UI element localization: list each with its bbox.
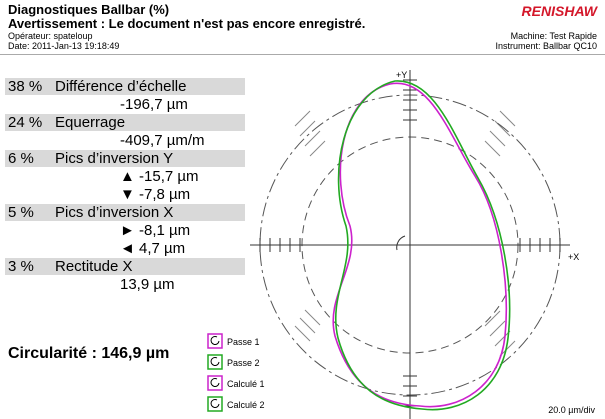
legend-label: Passe 1 [227, 337, 260, 347]
instrument: Instrument: Ballbar QC10 [495, 41, 597, 51]
item-value: ◄ 4,7 µm [120, 240, 186, 257]
legend-icon [207, 333, 223, 349]
title: Diagnostiques Ballbar (%) [8, 2, 170, 17]
item-name: Rectitude X [55, 258, 133, 275]
item-header: 24 % Equerrage [5, 114, 245, 131]
legend-label: Passe 2 [227, 358, 260, 368]
legend-icon [207, 396, 223, 412]
item-value: 13,9 µm [120, 276, 175, 293]
item-name: Différence d’échelle [55, 78, 187, 95]
item-value: ▲ -15,7 µm [120, 168, 199, 185]
item-percent: 3 % [8, 258, 34, 275]
legend-label: Calculé 1 [227, 379, 265, 389]
item-header: 6 % Pics d’inversion Y [5, 150, 245, 167]
item-percent: 24 % [8, 114, 43, 131]
item-name: Pics d’inversion X [55, 204, 174, 221]
logo: RENISHAW [521, 3, 597, 19]
scale-label: 20.0 µm/div [548, 405, 595, 415]
machine: Machine: Test Rapide [510, 31, 597, 41]
operator: Opérateur: spateloup [8, 31, 93, 41]
circularity: Circularité : 146,9 µm [8, 345, 170, 362]
legend-arrow [210, 399, 220, 408]
legend-arrow [210, 336, 220, 345]
legend-arrow [210, 357, 220, 366]
legend-label: Calculé 2 [227, 400, 265, 410]
item-value: -409,7 µm/m [120, 132, 205, 149]
item-percent: 38 % [8, 78, 43, 95]
item-name: Equerrage [55, 114, 126, 131]
separator [0, 54, 605, 55]
item-value: ▼ -7,8 µm [120, 186, 191, 203]
legend: Passe 1 Passe 2 Calculé 1 Calculé 2 [207, 333, 265, 412]
legend-arrow [210, 378, 220, 387]
date: Date: 2011-Jan-13 19:18:49 [8, 41, 120, 51]
item-header: 3 % Rectitude X [5, 258, 245, 275]
item-header: 38 % Différence d’échelle [5, 78, 245, 95]
item-name: Pics d’inversion Y [55, 150, 174, 167]
item-value: ► -8,1 µm [120, 222, 191, 239]
item-percent: 6 % [8, 150, 34, 167]
polar-plot: +Y +X 20.0 µm/div Passe 1 Passe 2 Calculé … [207, 70, 595, 419]
x-axis-label: +X [568, 252, 579, 262]
legend-icon [207, 375, 223, 391]
legend-icon [207, 354, 223, 370]
y-axis-label: +Y [396, 70, 407, 80]
item-percent: 5 % [8, 204, 34, 221]
warning: Avertissement : Le document n'est pas en… [8, 16, 366, 31]
item-header: 5 % Pics d’inversion X [5, 204, 245, 221]
item-value: -196,7 µm [120, 96, 188, 113]
